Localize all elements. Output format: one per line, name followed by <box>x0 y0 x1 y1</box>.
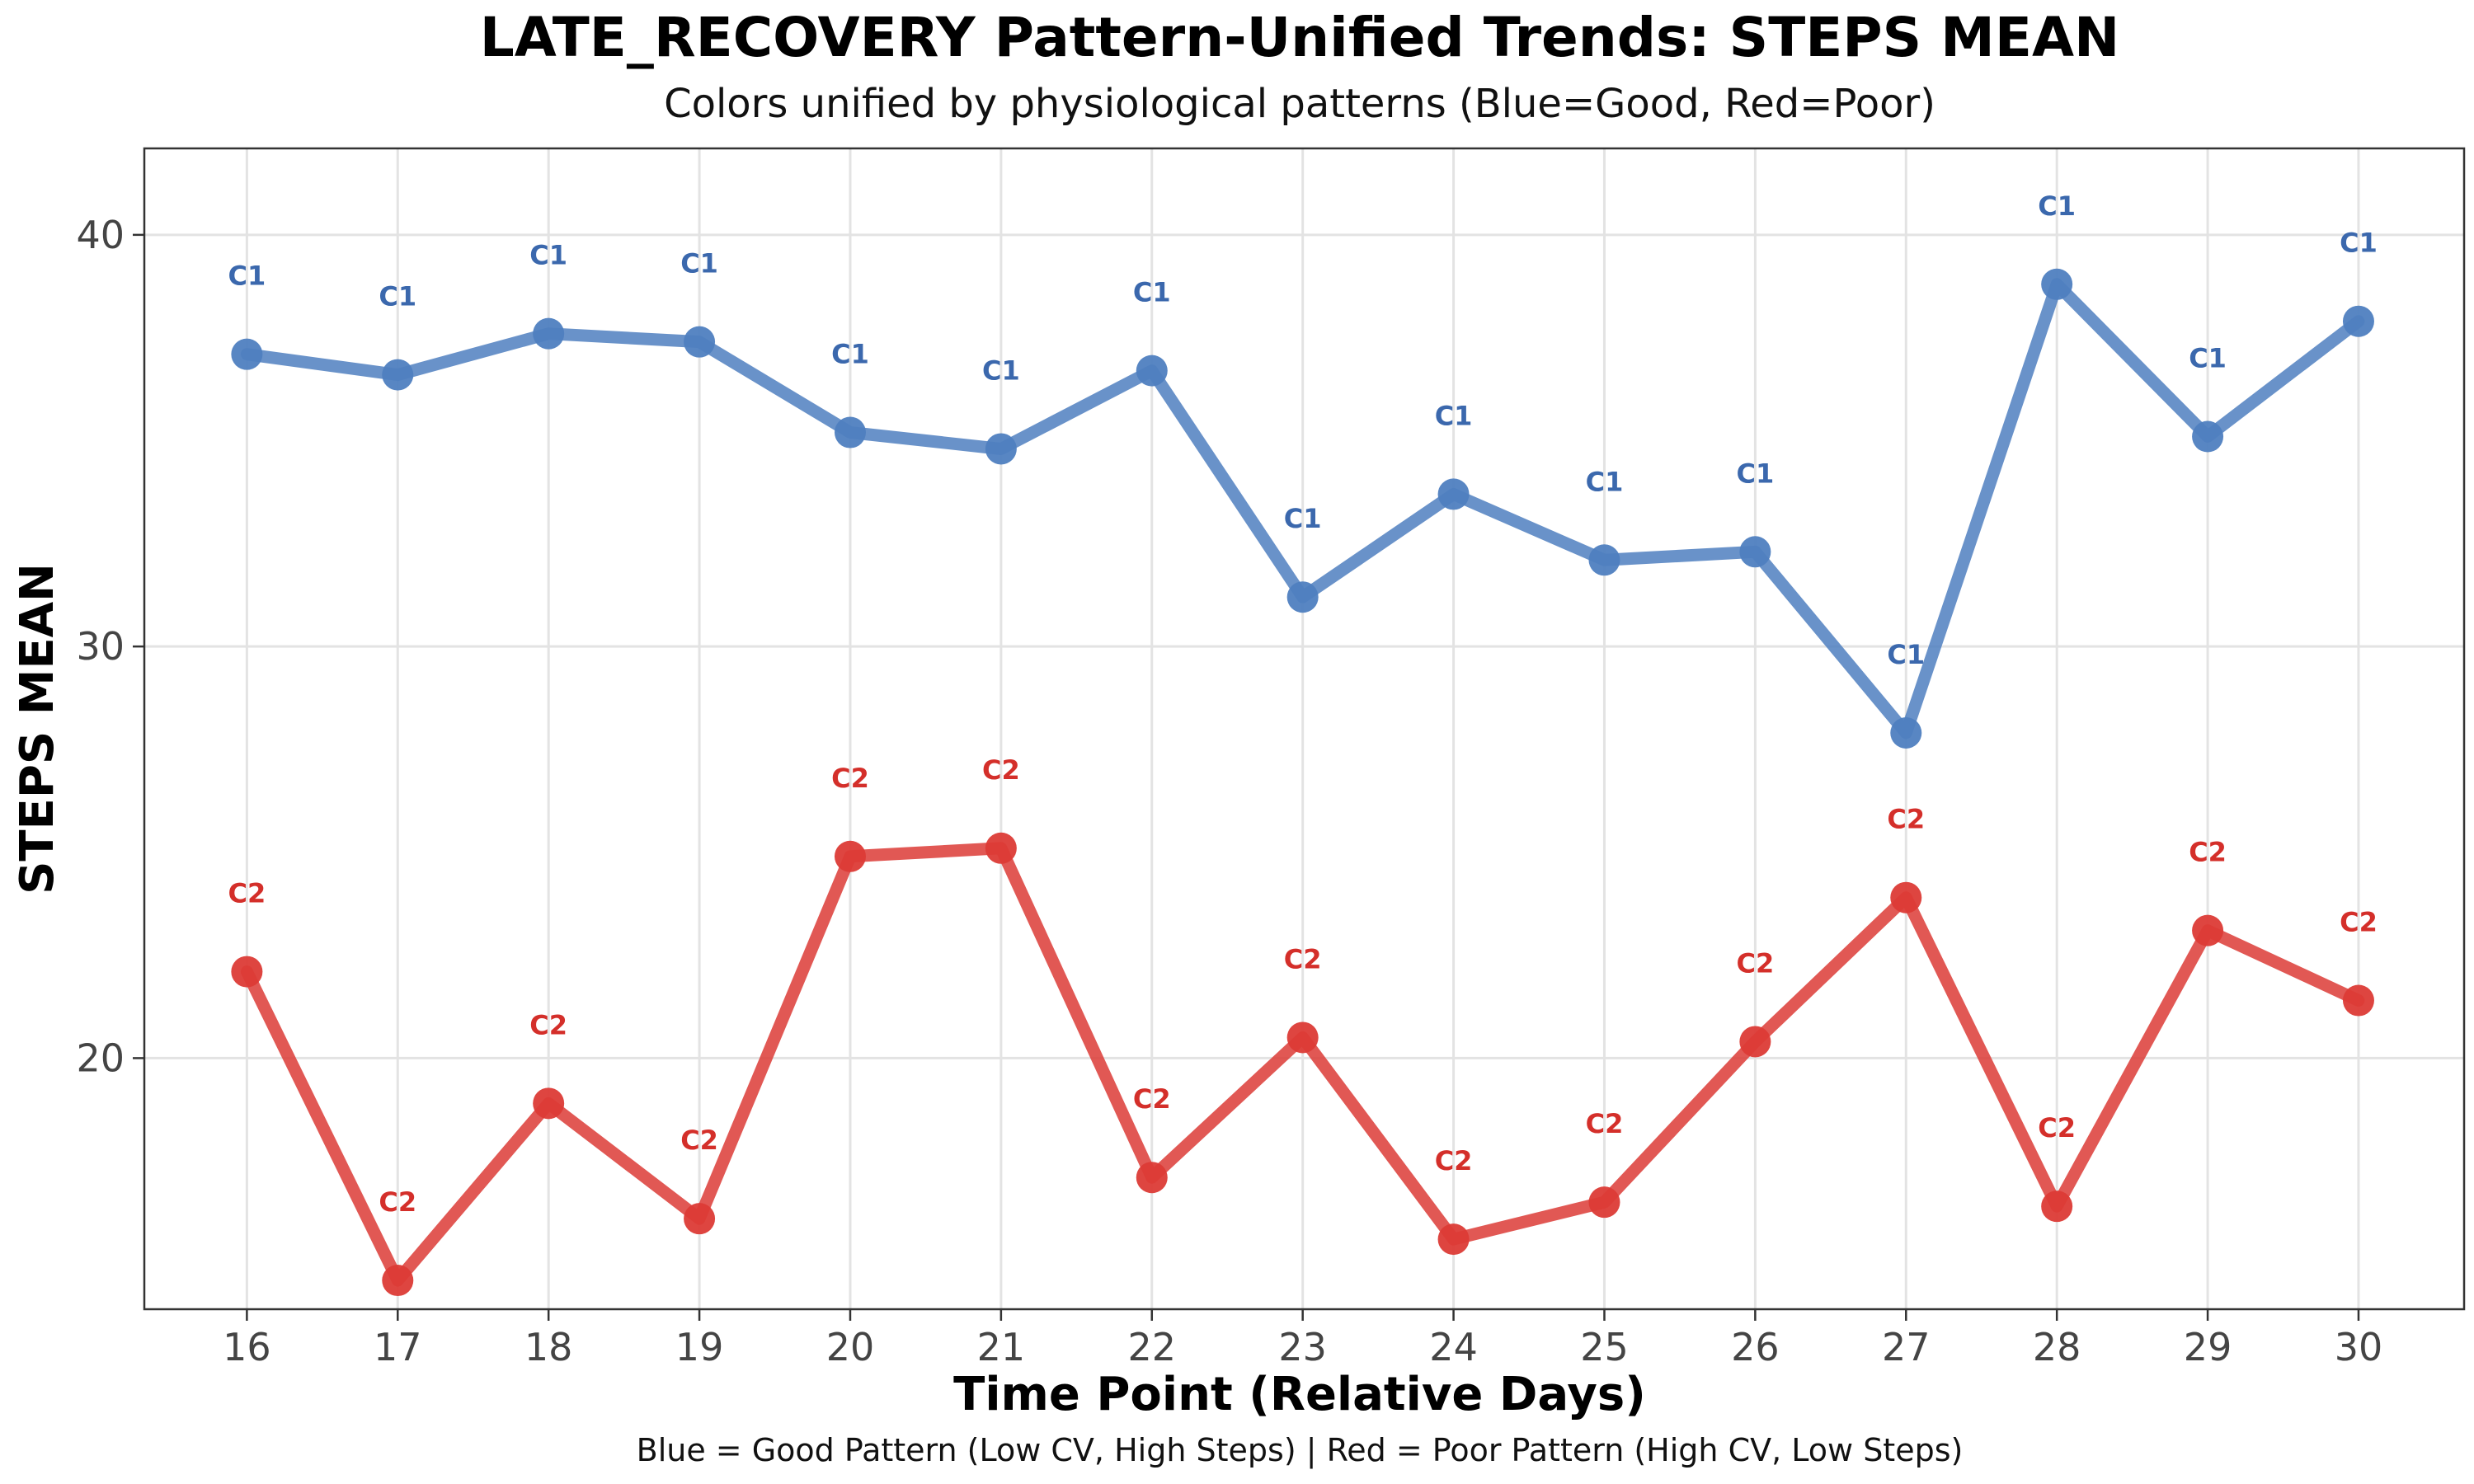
chart-subtitle: Colors unified by physiological patterns… <box>664 81 1935 127</box>
x-tick-label: 22 <box>1127 1325 1176 1369</box>
x-tick-label: 28 <box>2033 1325 2081 1369</box>
y-tick-label: 40 <box>76 213 125 257</box>
point-label: C1 <box>1736 458 1774 489</box>
point-label: C1 <box>228 261 266 292</box>
x-tick-label: 24 <box>1429 1325 1478 1369</box>
point-label: C1 <box>529 240 567 271</box>
data-point <box>2192 420 2224 453</box>
x-tick-label: 19 <box>675 1325 724 1369</box>
data-point <box>1739 536 1771 568</box>
x-tick-label: 16 <box>223 1325 271 1369</box>
point-label: C1 <box>1586 466 1624 497</box>
data-point <box>1136 355 1168 387</box>
data-point <box>985 433 1017 465</box>
gridlines <box>144 148 2464 1309</box>
point-label: C1 <box>2340 228 2378 259</box>
data-point <box>1588 544 1620 576</box>
point-label: C2 <box>831 763 869 794</box>
x-tick-label: 20 <box>826 1325 875 1369</box>
point-label: C2 <box>1887 804 1925 835</box>
point-label: C2 <box>228 878 266 909</box>
data-point <box>1286 581 1319 613</box>
point-label: C2 <box>1586 1108 1624 1139</box>
x-tick-label: 17 <box>374 1325 422 1369</box>
data-point <box>2342 305 2374 337</box>
point-label: C2 <box>379 1186 416 1218</box>
data-point <box>2041 268 2073 300</box>
x-tick-label: 30 <box>2335 1325 2383 1369</box>
axes: 16 17 18 19 20 21 22 23 24 25 26 27 28 29 30 20 30 40 <box>76 213 2382 1369</box>
y-axis-title: STEPS MEAN <box>11 563 64 895</box>
point-label: C1 <box>831 339 869 370</box>
data-point <box>684 1203 716 1235</box>
data-point <box>2041 1190 2073 1223</box>
data-point <box>533 1087 565 1120</box>
data-point <box>834 840 866 872</box>
y-tick-label: 20 <box>76 1036 125 1080</box>
point-label: C2 <box>2038 1112 2076 1144</box>
data-point <box>2342 984 2374 1017</box>
data-point <box>1588 1186 1620 1219</box>
point-label: C1 <box>1133 277 1171 308</box>
point-label: C1 <box>379 281 416 312</box>
series-c2: C2 C2 C2 C2 C2 C2 C2 C2 C2 C2 C2 C2 C2 C2 C2 <box>228 754 2378 1297</box>
chart-caption: Blue = Good Pattern (Low CV, High Steps)… <box>637 1432 1964 1469</box>
x-tick-label: 27 <box>1882 1325 1931 1369</box>
x-tick-label: 23 <box>1278 1325 1327 1369</box>
x-tick-label: 18 <box>524 1325 573 1369</box>
point-label: C2 <box>1435 1145 1473 1176</box>
point-label: C1 <box>982 355 1020 386</box>
y-tick-label: 30 <box>76 624 125 669</box>
point-label: C2 <box>1284 943 1322 974</box>
chart-title: LATE_RECOVERY Pattern-Unified Trends: ST… <box>480 6 2120 69</box>
data-point <box>1890 716 1922 749</box>
point-label: C2 <box>2189 837 2227 868</box>
data-point <box>1136 1162 1168 1194</box>
data-point <box>1890 881 1922 913</box>
data-point <box>1286 1021 1319 1054</box>
point-label: C2 <box>529 1009 567 1040</box>
x-tick-label: 26 <box>1731 1325 1780 1369</box>
point-label: C2 <box>1736 947 1774 979</box>
point-label: C2 <box>680 1125 718 1156</box>
point-label: C1 <box>1887 639 1925 670</box>
point-label: C1 <box>2038 190 2076 222</box>
plot-panel-border <box>143 147 2466 1311</box>
point-label: C2 <box>2340 907 2378 938</box>
point-label: C1 <box>2189 343 2227 374</box>
point-label: C2 <box>1133 1083 1171 1115</box>
series-c1: C1 C1 C1 C1 C1 C1 C1 C1 C1 C1 C1 C1 C1 C1 C1 <box>228 190 2378 749</box>
x-tick-label: 29 <box>2184 1325 2232 1369</box>
point-label: C1 <box>1284 503 1322 534</box>
data-point <box>684 326 716 358</box>
data-point <box>834 416 866 448</box>
data-point <box>2192 914 2224 946</box>
data-point <box>1437 478 1470 510</box>
data-point <box>985 832 1017 864</box>
data-point <box>1437 1223 1470 1256</box>
point-label: C2 <box>982 754 1020 786</box>
data-point <box>382 1265 414 1297</box>
data-point <box>533 317 565 350</box>
data-point <box>231 338 263 370</box>
data-point <box>1739 1026 1771 1058</box>
x-axis-title: Time Point (Relative Days) <box>953 1368 1646 1421</box>
point-label: C1 <box>1435 400 1473 431</box>
point-label: C1 <box>680 248 718 279</box>
data-point <box>231 956 263 988</box>
x-tick-label: 25 <box>1580 1325 1629 1369</box>
data-point <box>382 359 414 391</box>
x-tick-label: 21 <box>977 1325 1026 1369</box>
